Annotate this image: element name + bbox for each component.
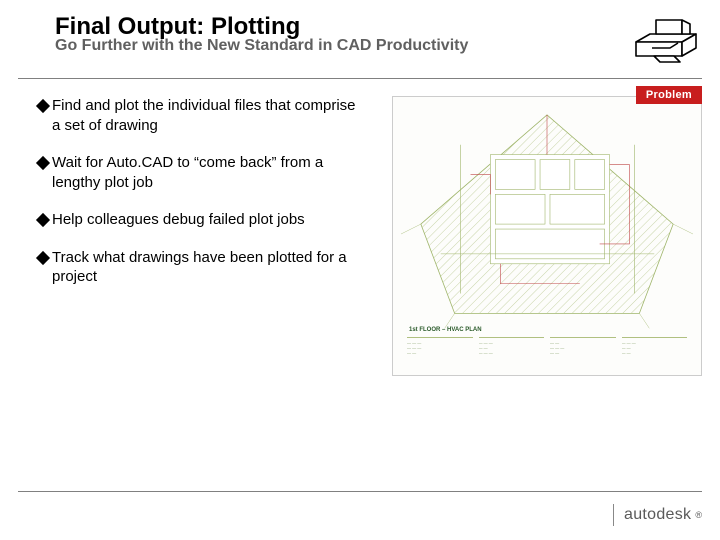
cad-plan: 1st FLOOR – HVAC PLAN — — —— — —— — — — … — [401, 105, 693, 367]
bullet-text: Wait for Auto.CAD to “come back” from a … — [52, 153, 358, 192]
cad-thumbnail: 1st FLOOR – HVAC PLAN — — —— — —— — — — … — [392, 96, 702, 376]
bullet-icon — [36, 156, 50, 170]
bullet-icon — [36, 99, 50, 113]
list-item: Wait for Auto.CAD to “come back” from a … — [38, 153, 358, 192]
header: Final Output: Plotting Go Further with t… — [55, 14, 660, 55]
page-title: Final Output: Plotting — [55, 14, 660, 39]
legend-col: — — —— —— — — — [479, 337, 545, 363]
logo-divider — [613, 504, 614, 526]
list-item: Help colleagues debug failed plot jobs — [38, 210, 358, 230]
bullet-text: Help colleagues debug failed plot jobs — [52, 210, 358, 230]
divider-bottom — [18, 491, 702, 492]
divider-top — [18, 78, 702, 79]
legend-col: — — —— — —— — — [407, 337, 473, 363]
page-subtitle: Go Further with the New Standard in CAD … — [55, 37, 660, 55]
status-badge: Problem — [636, 86, 702, 104]
bullet-text: Track what drawings have been plotted fo… — [52, 248, 358, 287]
slide: Final Output: Plotting Go Further with t… — [0, 0, 720, 540]
bullet-text: Find and plot the individual files that … — [52, 96, 358, 135]
legend-col: — —— — —— — — [550, 337, 616, 363]
cad-caption: 1st FLOOR – HVAC PLAN — [409, 327, 482, 333]
list-item: Find and plot the individual files that … — [38, 96, 358, 135]
bullet-icon — [36, 213, 50, 227]
brand-name: autodesk — [624, 506, 691, 524]
legend-col: — — —— —— — — [622, 337, 688, 363]
bullet-list: Find and plot the individual files that … — [38, 96, 358, 305]
bullet-icon — [36, 250, 50, 264]
list-item: Track what drawings have been plotted fo… — [38, 248, 358, 287]
brand-logo: autodesk ® — [613, 504, 702, 526]
cad-legend: — — —— — —— — — — —— —— — — — —— — —— — … — [407, 337, 687, 363]
registered-icon: ® — [695, 510, 702, 520]
printer-icon — [630, 12, 702, 64]
